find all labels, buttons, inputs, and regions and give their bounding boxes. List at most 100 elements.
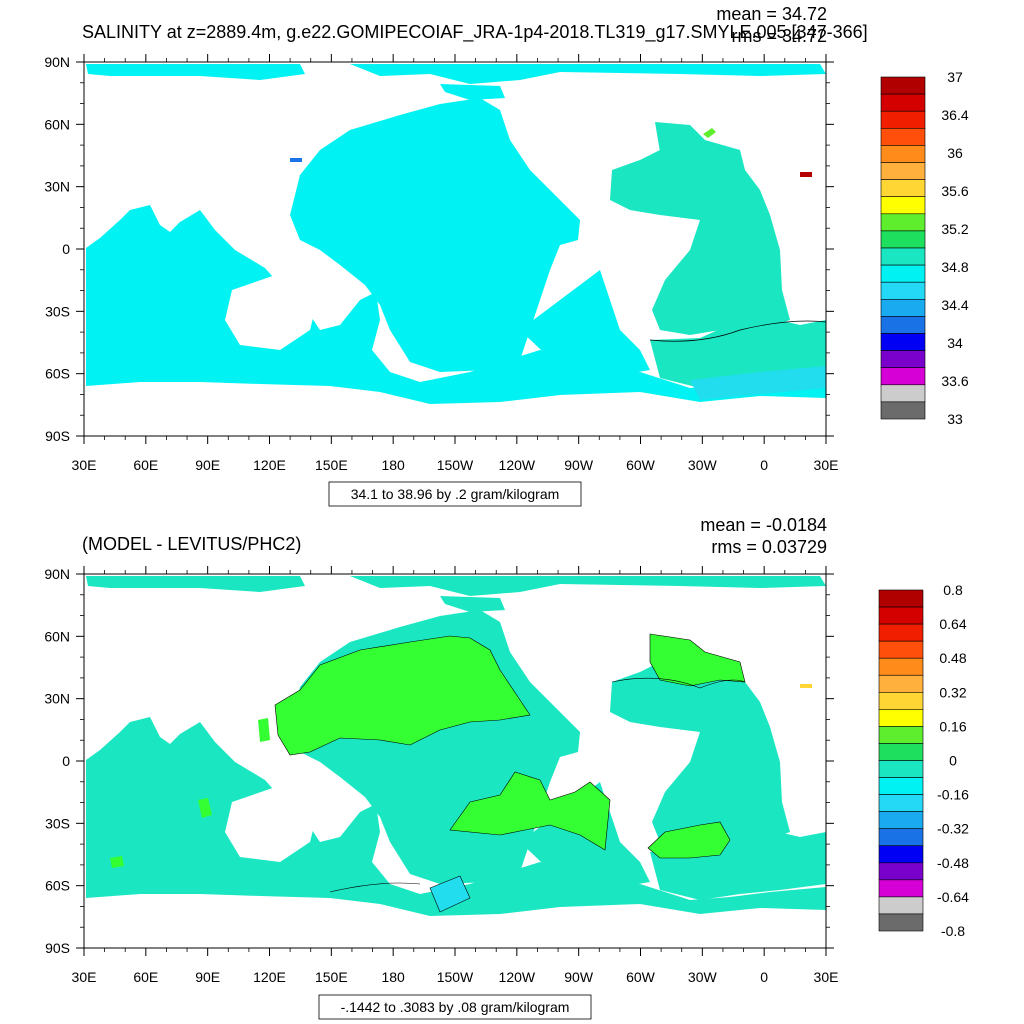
lon-label: 150W <box>437 969 474 985</box>
lon-label: 30W <box>688 969 718 985</box>
panel-1-weddell-sea <box>690 366 826 400</box>
lat-label: 30S <box>45 303 70 319</box>
legend-swatch <box>880 145 926 163</box>
panel-1-arctic-ocean <box>86 64 305 80</box>
legend-swatch <box>878 896 924 915</box>
lat-label: 90N <box>44 54 70 70</box>
legend-label: 36.4 <box>941 107 968 123</box>
legend-swatch <box>880 367 926 386</box>
panel-2-legend: 0.8 0.64 0.48 0.32 0.16 0 -0.16 -0.32 -0.48 -0.64… <box>878 582 969 939</box>
panel-1-map <box>84 62 826 436</box>
legend-swatch <box>880 179 926 198</box>
lon-label: 60E <box>133 457 158 473</box>
legend-swatch <box>880 247 926 266</box>
legend-swatch <box>880 230 926 249</box>
legend-label: 0 <box>949 753 957 769</box>
panel-2-north-atlantic-anomaly <box>649 633 746 687</box>
legend-swatch <box>880 298 926 317</box>
lon-label: 30E <box>814 969 839 985</box>
legend-swatch <box>878 726 924 744</box>
legend-swatch <box>878 862 924 881</box>
panel-1-green-patch <box>703 128 716 138</box>
lon-label: 90E <box>195 969 220 985</box>
lon-label: 90E <box>195 457 220 473</box>
legend-label: 35.2 <box>941 221 968 237</box>
legend-swatch <box>878 674 924 693</box>
panel-1-blue-patch <box>290 158 302 162</box>
lon-label: 150W <box>437 457 474 473</box>
lon-label: 180 <box>381 457 405 473</box>
panel-2-north-pacific-anomaly <box>274 635 531 756</box>
panel-2-range-text: -.1442 to .3083 by .08 gram/kilogram <box>341 999 570 1015</box>
panel-2-indonesia-anomaly <box>258 718 270 742</box>
lon-label: 90W <box>564 457 594 473</box>
legend-swatch <box>880 333 926 351</box>
panel-2-small-anomaly <box>110 856 124 868</box>
lat-label: 30N <box>44 691 70 707</box>
panel-2-contour-line-south <box>329 882 421 893</box>
lon-label: 180 <box>381 969 405 985</box>
panel-2-arctic-basin <box>440 596 505 612</box>
legend-swatch <box>880 281 926 300</box>
lon-label: 120W <box>499 457 536 473</box>
lon-label: 30W <box>688 457 718 473</box>
lat-label: 60N <box>44 116 70 132</box>
panel-1-atlantic-ocean <box>610 148 790 335</box>
legend-swatch <box>880 350 926 369</box>
lon-label: 60E <box>133 969 158 985</box>
legend-swatch <box>878 640 924 659</box>
panel-1-lat-labels: 90N 60N 30N 0 30S 60S 90S <box>44 54 70 444</box>
legend-swatch <box>878 811 924 830</box>
legend-label: -0.16 <box>937 787 969 803</box>
legend-swatch <box>878 760 924 778</box>
panel-1-arctic-ocean-east <box>350 64 826 84</box>
legend-swatch <box>880 196 926 215</box>
panel-2-arctic-ocean-east <box>350 576 826 596</box>
legend-swatch <box>880 213 926 232</box>
lat-label: 60S <box>45 366 70 382</box>
panel-1-ticks <box>76 54 834 444</box>
legend-swatch <box>878 589 924 608</box>
legend-swatch <box>878 828 924 847</box>
lat-label: 0 <box>62 241 70 257</box>
lat-label: 30N <box>44 179 70 195</box>
lon-label: 30E <box>814 457 839 473</box>
panel-2-southern-indian-ocean <box>86 717 826 916</box>
panel-2-antarctic-anomaly <box>429 875 471 913</box>
legend-swatch <box>880 162 926 180</box>
legend-label: -0.48 <box>937 855 969 871</box>
panel-1-range-box <box>328 481 582 507</box>
legend-swatch <box>878 657 924 676</box>
lon-label: 120E <box>253 457 286 473</box>
legend-label: 34.4 <box>941 297 968 313</box>
panel-1-south-pacific <box>520 270 650 375</box>
legend-swatch <box>880 110 926 129</box>
legend-swatch <box>880 316 926 334</box>
legend-swatch <box>880 93 926 112</box>
panel-difference: (MODEL - LEVITUS/PHC2) mean = -0.0184 rm… <box>44 515 969 1020</box>
panel-2-range-box <box>318 994 592 1020</box>
panel-salinity: SALINITY at z=2889.4m, g.e22.GOMIPECOIAF… <box>44 4 969 507</box>
panel-1-mean: mean = 34.72 <box>716 4 827 24</box>
legend-swatch <box>878 777 924 795</box>
panel-1-north-atlantic <box>655 122 745 170</box>
legend-label: 37 <box>947 69 963 85</box>
legend-label: 0.64 <box>939 616 966 632</box>
legend-label: 33.6 <box>941 373 968 389</box>
panel-2-south-pacific-anomaly <box>449 771 611 851</box>
lat-label: 60N <box>44 628 70 644</box>
legend-label: 0.32 <box>939 684 966 700</box>
lat-label: 60S <box>45 878 70 894</box>
panel-1-australia-land <box>225 270 320 350</box>
lat-label: 90S <box>45 940 70 956</box>
panel-2-mediterranean-patch <box>800 684 812 688</box>
panel-2-atlantic-ocean <box>610 660 790 847</box>
legend-label: 0.48 <box>939 650 966 666</box>
legend-label: 36 <box>947 145 963 161</box>
legend-label: 34.8 <box>941 259 968 275</box>
lat-label: 0 <box>62 753 70 769</box>
legend-swatch <box>878 691 924 710</box>
legend-label: 35.6 <box>941 183 968 199</box>
lon-label: 120E <box>253 969 286 985</box>
